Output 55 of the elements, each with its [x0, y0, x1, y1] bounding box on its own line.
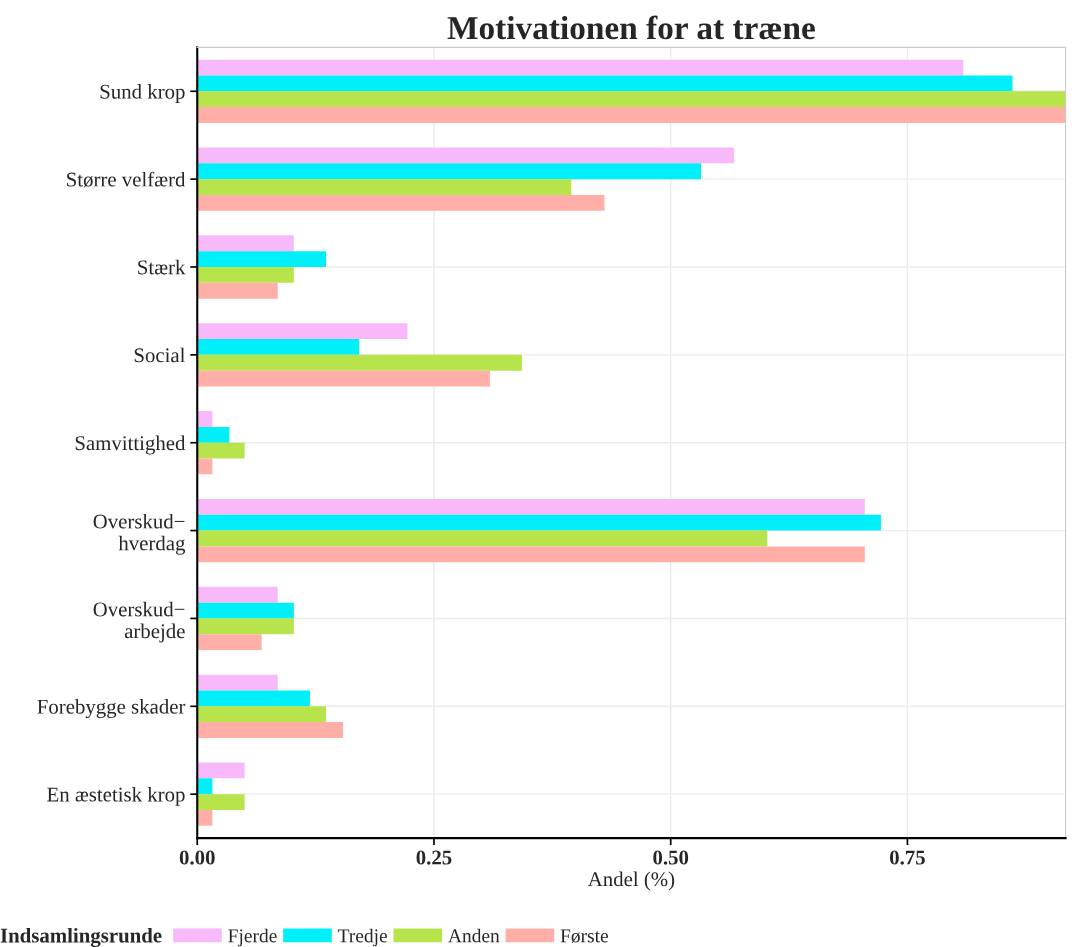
bar [197, 323, 408, 340]
bar [197, 634, 262, 651]
bar [197, 546, 865, 563]
bar [197, 339, 360, 355]
legend-label: Første [560, 929, 608, 944]
bar [197, 586, 278, 603]
bar [197, 426, 230, 443]
bar [197, 442, 245, 459]
x-tick-label: 0.25 [416, 850, 452, 865]
bar [197, 411, 213, 427]
bar [197, 163, 702, 180]
y-tick-label: Større velfærd [67, 171, 186, 188]
bar [197, 602, 294, 619]
legend-title: Indsamlingsrunde [0, 927, 162, 947]
bar [197, 618, 294, 635]
bar [197, 370, 490, 387]
bar [197, 267, 294, 283]
bar [197, 194, 605, 211]
bar [197, 107, 1066, 123]
bar [197, 674, 278, 691]
x-tick-label: 0.50 [653, 850, 689, 865]
bar [197, 251, 327, 267]
bar [197, 762, 245, 779]
bar [197, 498, 865, 515]
bar [197, 147, 735, 164]
bar [197, 690, 310, 707]
bar [197, 282, 278, 299]
bar [197, 794, 245, 810]
x-axis-title: Andel (%) [587, 871, 675, 891]
y-tick-label: Overskud− hverdag [93, 513, 186, 555]
y-tick-label: Social [134, 347, 186, 363]
y-tick-label: Samvittighed [75, 435, 186, 455]
bar [197, 722, 344, 738]
bar [197, 59, 964, 76]
legend-label: Anden [448, 928, 500, 943]
x-tick-label: 0.00 [179, 850, 215, 865]
bar [197, 706, 327, 723]
bar [197, 179, 572, 195]
legend-label: Fjerde [228, 928, 277, 947]
bar [197, 235, 294, 252]
bar [197, 75, 1013, 92]
chart-title: Motivationen for at træne [447, 15, 815, 40]
bar [197, 809, 213, 826]
x-tick-label: 0.75 [890, 850, 925, 865]
bar [197, 514, 881, 531]
bar [197, 91, 1066, 108]
bar [197, 530, 768, 547]
legend-label: Tredje [337, 928, 387, 947]
bar [197, 778, 213, 795]
bar [197, 354, 523, 371]
y-tick-label: Forebygge skader [37, 699, 186, 719]
y-tick-label: En æstetisk krop [47, 786, 185, 806]
y-tick-label: Stærk [138, 259, 186, 275]
y-tick-label: Sund krop [100, 84, 185, 103]
y-tick-label: Overskud− arbejde [93, 601, 185, 643]
